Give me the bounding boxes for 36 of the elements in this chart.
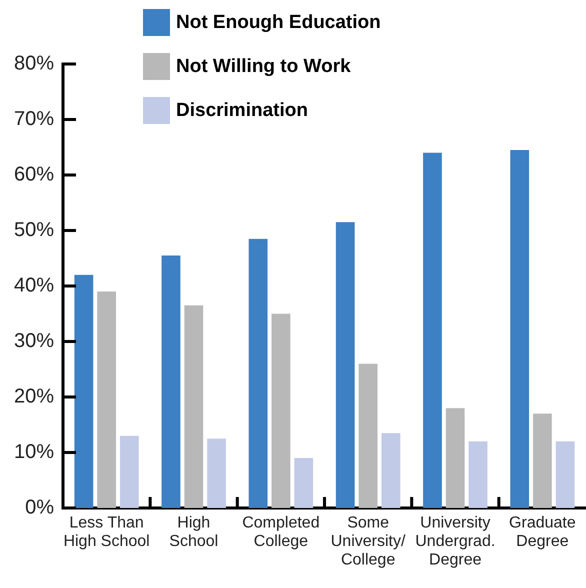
bar bbox=[120, 436, 139, 508]
bar bbox=[358, 364, 378, 508]
bar bbox=[468, 441, 488, 508]
bar bbox=[162, 255, 180, 508]
bar bbox=[423, 152, 442, 508]
x-tick-label: Completed College bbox=[242, 514, 320, 550]
bar bbox=[184, 305, 204, 508]
y-tick-label: 30% bbox=[14, 330, 54, 352]
y-tick-label: 70% bbox=[14, 108, 54, 130]
x-tick-label: University Undergrad. Degree bbox=[415, 514, 496, 568]
x-tick-label: Less Than High School bbox=[63, 514, 150, 550]
legend-label: Not Willing to Work bbox=[176, 56, 351, 78]
bar bbox=[381, 433, 400, 508]
y-tick-label: 80% bbox=[14, 52, 54, 75]
legend-label: Discrimination bbox=[176, 100, 308, 122]
bar bbox=[294, 458, 314, 508]
bar bbox=[556, 441, 575, 508]
y-tick-label: 50% bbox=[14, 219, 54, 242]
legend-label: Not Enough Education bbox=[176, 12, 381, 34]
y-tick-label: 0% bbox=[25, 496, 54, 519]
bar bbox=[272, 314, 290, 508]
y-tick-label: 60% bbox=[14, 164, 54, 186]
bar bbox=[510, 150, 530, 508]
x-tick-label: Some University/ College bbox=[330, 514, 406, 568]
y-tick-label: 10% bbox=[14, 441, 54, 464]
y-tick-label: 40% bbox=[14, 274, 54, 297]
bar bbox=[207, 438, 226, 508]
x-tick-label: Graduate Degree bbox=[509, 514, 576, 550]
bar bbox=[336, 222, 355, 508]
bar bbox=[248, 238, 268, 508]
x-tick-label: High School bbox=[169, 514, 218, 550]
bar bbox=[74, 274, 94, 508]
bar bbox=[97, 292, 116, 508]
bar bbox=[446, 408, 465, 508]
y-tick-label: 20% bbox=[14, 386, 54, 408]
bar bbox=[533, 414, 552, 508]
